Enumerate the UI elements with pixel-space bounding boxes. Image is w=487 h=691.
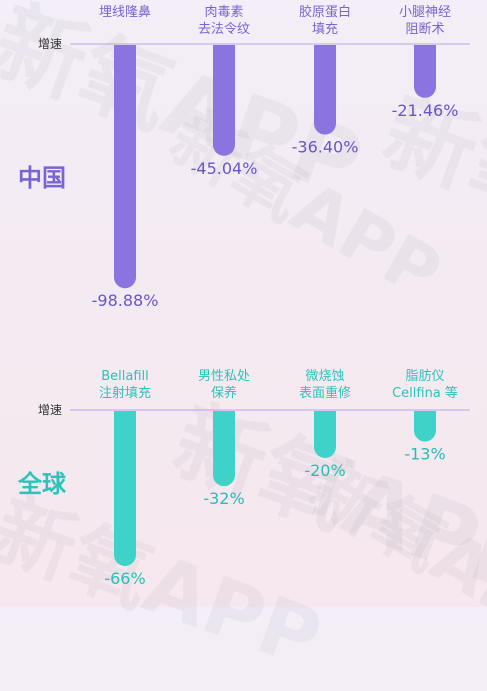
value-label: -45.04% [191, 159, 258, 178]
category-label: 男性私处保养 [198, 369, 250, 401]
bar [314, 45, 336, 135]
bar [114, 45, 136, 289]
category-label: 微烧蚀表面重修 [299, 369, 351, 401]
category-label: 肉毒素去法令纹 [198, 5, 250, 37]
category-label: 胶原蛋白填充 [299, 4, 351, 37]
category-label: 小腿神经阻断术 [399, 5, 451, 37]
value-label: -20% [304, 461, 345, 480]
category-label: 埋线隆鼻 [99, 4, 151, 20]
category-label: Bellafill 注射填充 [99, 369, 151, 401]
axis-label: 增速 [38, 37, 62, 51]
bar [314, 411, 336, 458]
region-label: 全球 [17, 470, 67, 498]
bar [213, 45, 235, 156]
value-label: -21.46% [392, 101, 459, 120]
bar [414, 45, 436, 98]
value-label: -32% [203, 489, 244, 508]
region-label: 中国 [18, 164, 66, 192]
bar [114, 411, 136, 566]
category-label: 脂肪仪 Cellfina 等 [392, 368, 458, 401]
axis-label: 增速 [38, 403, 62, 417]
value-label: -13% [404, 445, 445, 464]
value-label: -36.40% [292, 138, 359, 157]
value-label: -98.88% [92, 291, 159, 310]
value-label: -66% [104, 569, 145, 588]
growth-rate-charts: 增速中国埋线隆鼻-98.88%肉毒素去法令纹-45.04%胶原蛋白填充-36.4… [17, 4, 470, 588]
bar [213, 411, 235, 487]
bar [414, 411, 436, 442]
